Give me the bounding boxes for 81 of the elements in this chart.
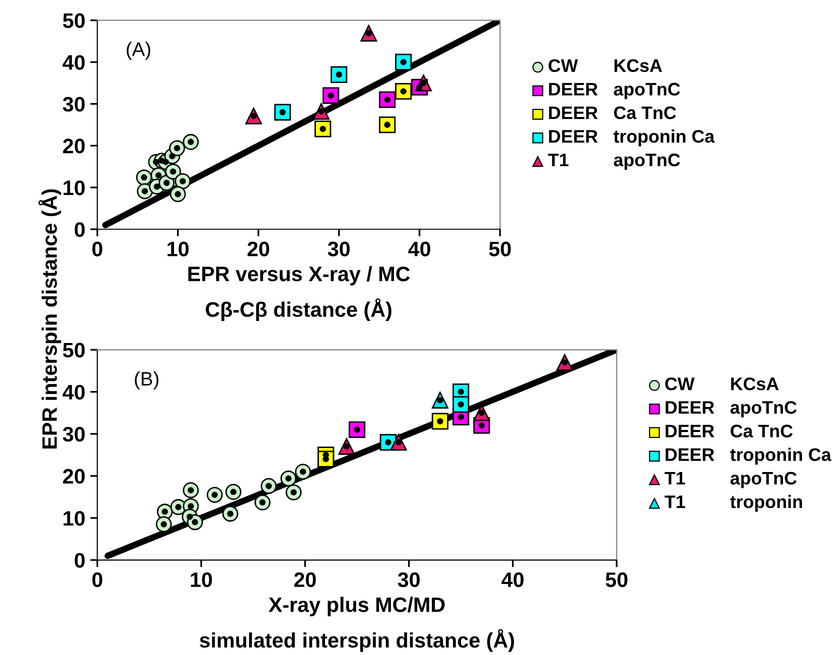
y-tick-label: 0: [74, 222, 85, 238]
y-tick-label: 30: [62, 96, 85, 112]
point: [156, 516, 172, 532]
point: [318, 450, 334, 468]
point: [254, 494, 270, 510]
y-tick-label: 0: [74, 553, 85, 568]
point: [222, 506, 238, 522]
x-tick-label: 10: [190, 572, 212, 588]
point: [322, 87, 340, 104]
point: [378, 91, 396, 108]
point: [225, 484, 242, 500]
point: [274, 104, 291, 121]
y-tick-label: 30: [62, 426, 85, 442]
point: [390, 434, 407, 451]
point: [182, 482, 199, 498]
point: [158, 174, 175, 191]
legend-label: DEER apoTnC: [549, 82, 680, 100]
x-axis-title: X-ray plus MC/MD simulated interspin distance (Å): [200, 596, 514, 652]
point: [156, 504, 173, 520]
y-tick-label: 20: [63, 138, 85, 154]
y-tick-label: 20: [63, 468, 85, 484]
point: [378, 116, 396, 134]
x-tick-label: 0: [92, 242, 102, 256]
point: [452, 396, 470, 413]
x-tick-label: 30: [398, 572, 420, 588]
point: [260, 478, 277, 494]
point: [348, 421, 366, 438]
legend-label: DEER Ca TnC: [666, 424, 793, 438]
legend-label: DEER Ca TnC: [549, 106, 676, 120]
x-tick-label: 30: [328, 242, 350, 256]
point: [182, 134, 199, 150]
point: [330, 66, 348, 83]
y-tick-label: 10: [64, 510, 85, 526]
x-tick-label: 0: [92, 572, 102, 588]
text: T1 apoTnC: [548, 154, 680, 170]
point: [432, 412, 448, 430]
text: CW KCsA: [665, 377, 779, 390]
x-tick-label: 10: [168, 242, 189, 256]
x-tick-label: 20: [248, 242, 270, 256]
x-tick-label: 50: [489, 242, 511, 256]
point: [165, 164, 182, 180]
point: [280, 470, 296, 486]
x-tick-label: 40: [408, 242, 430, 256]
point: [314, 120, 332, 138]
annotation: (B): [134, 371, 158, 390]
y-tick-label: 50: [62, 13, 85, 28]
x-tick-label: 20: [294, 572, 316, 588]
point: [432, 392, 448, 409]
text: CW KCsA: [548, 59, 662, 72]
point: [136, 183, 153, 200]
point: [395, 83, 412, 100]
point: [206, 486, 223, 503]
point: [473, 404, 490, 422]
point: [174, 173, 191, 190]
point: [360, 24, 378, 42]
text: T1 apoTnC: [664, 472, 797, 488]
point: [294, 464, 311, 480]
x-tick-label: 50: [606, 572, 628, 588]
point: [245, 108, 262, 124]
point: [170, 499, 186, 516]
point: [312, 103, 330, 120]
y-tick-label: 40: [62, 384, 85, 400]
point: [136, 169, 152, 186]
point: [170, 186, 186, 202]
legend-label: DEER apoTnC: [666, 401, 797, 418]
point: [169, 140, 186, 156]
point: [338, 438, 355, 455]
text: T1 troponin: [664, 494, 802, 512]
y-tick-label: 40: [62, 55, 85, 70]
legend-label: DEER troponin Ca: [666, 448, 832, 465]
legend-label: DEER troponin Ca: [549, 129, 715, 146]
y-tick-label: 50: [62, 342, 85, 358]
point: [395, 54, 412, 70]
annotation: (A): [126, 42, 150, 60]
point: [556, 354, 574, 371]
point: [286, 484, 302, 500]
point: [186, 514, 203, 530]
y-axis-title: EPR interspin distance (Å): [38, 189, 62, 449]
x-axis-title: EPR versus X-ray / MC Cβ-Cβ distance (Å): [188, 266, 410, 322]
y-tick-label: 10: [64, 180, 85, 196]
x-tick-label: 40: [502, 572, 524, 588]
